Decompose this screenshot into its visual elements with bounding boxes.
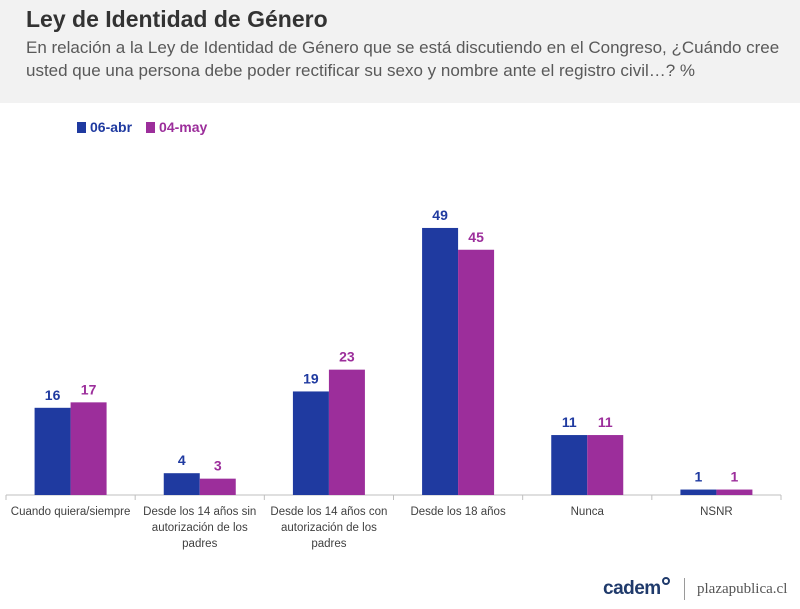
x-tick-label: Cuando quiera/siempre xyxy=(11,506,131,518)
data-label: 4 xyxy=(178,452,186,468)
legend-swatch-series-2 xyxy=(146,121,156,133)
x-tick-label: autorización de los xyxy=(281,522,377,534)
x-tick-label: autorización de los xyxy=(152,522,248,534)
legend-swatch-series-1 xyxy=(77,121,86,133)
x-tick-label: padres xyxy=(311,538,346,550)
x-tick-label: Desde los 18 años xyxy=(410,506,506,518)
data-label: 11 xyxy=(598,414,613,430)
bar-series-1 xyxy=(34,407,71,495)
data-label: 3 xyxy=(214,458,222,474)
bar-series-1 xyxy=(163,473,200,495)
x-tick-label: padres xyxy=(182,538,217,550)
bar-series-1 xyxy=(422,227,459,495)
data-label: 16 xyxy=(45,387,61,403)
bar-series-1 xyxy=(292,391,329,495)
header-band: Ley de Identidad de Género En relación a… xyxy=(0,0,800,103)
x-tick-label: Desde los 14 años sin xyxy=(143,506,256,518)
bar-series-2 xyxy=(328,369,365,495)
x-tick-label: NSNR xyxy=(700,506,733,518)
legend-item-series-1: 06-abr xyxy=(77,119,132,135)
footer-divider xyxy=(684,578,685,600)
x-tick-label: Nunca xyxy=(571,506,605,518)
bar-series-2 xyxy=(458,249,495,495)
bar-series-2 xyxy=(70,402,107,495)
x-tick-label: Desde los 14 años con xyxy=(270,506,387,518)
legend-label-series-2: 04-may xyxy=(159,119,208,135)
data-label: 19 xyxy=(303,370,319,386)
bar-series-2 xyxy=(587,435,624,495)
bar-series-1 xyxy=(680,489,717,495)
data-label: 17 xyxy=(81,381,97,397)
data-label: 1 xyxy=(695,469,703,485)
bar-series-2 xyxy=(716,489,753,495)
cadem-logo-text: cadem xyxy=(603,578,661,599)
data-label: 45 xyxy=(468,229,484,245)
chart-subtitle: En relación a la Ley de Identidad de Gén… xyxy=(26,38,780,80)
data-label: 11 xyxy=(562,414,577,430)
cadem-logo: cadem xyxy=(603,577,670,600)
bar-series-1 xyxy=(551,435,588,495)
legend: 06-abr 04-may xyxy=(77,119,207,135)
footer-site: plazapublica.cl xyxy=(697,581,788,597)
legend-label-series-1: 06-abr xyxy=(90,119,133,135)
data-label: 23 xyxy=(339,349,355,365)
data-label: 1 xyxy=(731,469,739,485)
data-label: 49 xyxy=(432,207,448,223)
bar-series-2 xyxy=(199,478,236,495)
legend-item-series-2: 04-may xyxy=(146,119,207,135)
logo-ring-icon xyxy=(661,577,670,585)
chart-title: Ley de Identidad de Género xyxy=(26,6,328,32)
